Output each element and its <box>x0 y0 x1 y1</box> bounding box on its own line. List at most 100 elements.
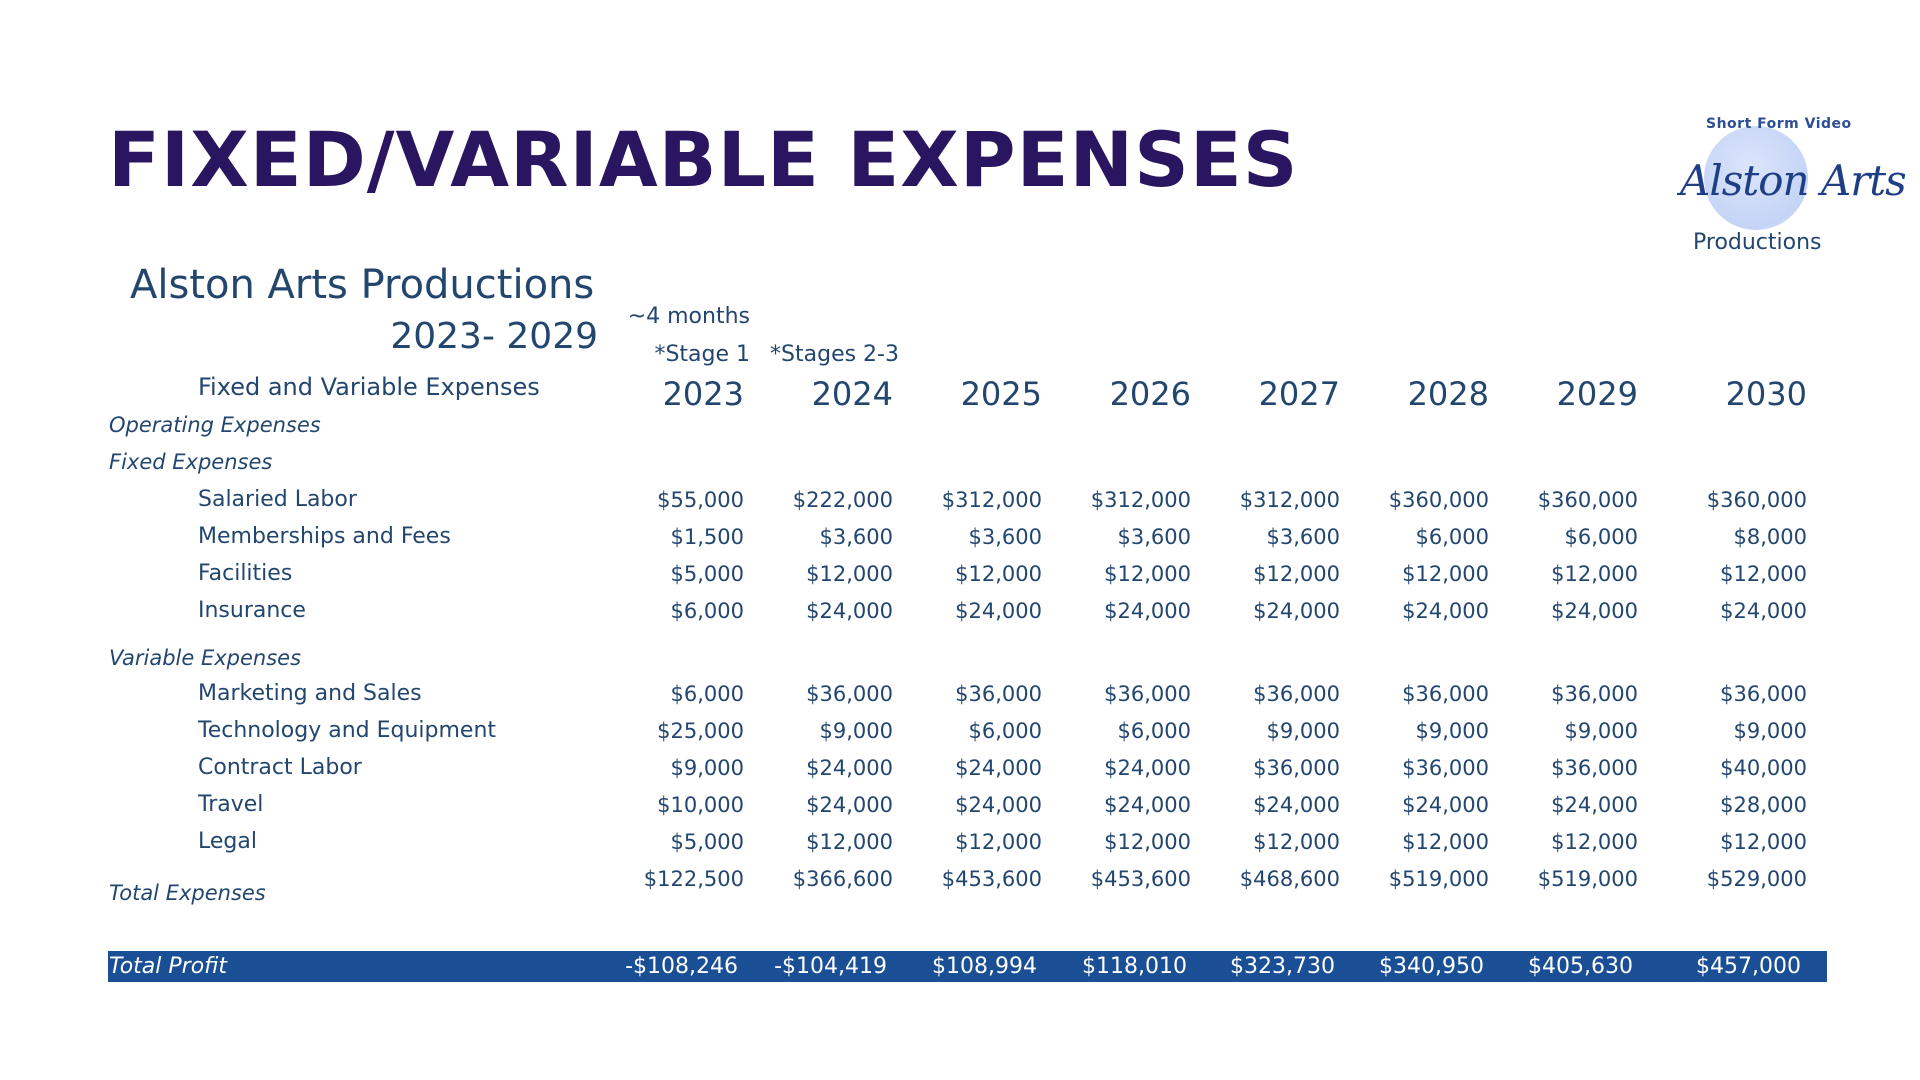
row-value: $24,000 <box>806 756 893 780</box>
total-profit-value: -$108,246 <box>625 954 738 979</box>
total-profit-value: $340,950 <box>1379 954 1484 979</box>
row-label: Technology and Equipment <box>198 718 497 743</box>
note-stage-1: *Stage 1 <box>654 342 750 367</box>
year-header-2028: 2028 <box>1407 375 1489 413</box>
total-expenses-value: $468,600 <box>1239 867 1340 891</box>
total-profit-value: $405,630 <box>1528 954 1633 979</box>
total-profit-bar <box>108 951 1827 982</box>
row-value: $312,000 <box>1090 488 1191 512</box>
row-value: $5,000 <box>670 562 744 586</box>
row-value: $12,000 <box>806 562 893 586</box>
note-months: ~4 months <box>627 304 750 329</box>
row-value: $12,000 <box>1104 830 1191 854</box>
section-fixed-expenses: Fixed Expenses <box>109 450 273 474</box>
row-label: Salaried Labor <box>198 487 357 512</box>
row-label: Memberships and Fees <box>198 524 451 549</box>
note-stages-2-3: *Stages 2-3 <box>770 342 899 367</box>
row-label: Facilities <box>198 561 293 586</box>
row-value: $6,000 <box>1564 525 1638 549</box>
year-header-2024: 2024 <box>811 375 893 413</box>
row-value: $36,000 <box>1253 682 1340 706</box>
row-value: $222,000 <box>792 488 893 512</box>
row-value: $6,000 <box>670 599 744 623</box>
row-value: $24,000 <box>806 599 893 623</box>
row-value: $36,000 <box>1402 682 1489 706</box>
row-value: $6,000 <box>1415 525 1489 549</box>
row-value: $28,000 <box>1720 793 1807 817</box>
row-value: $24,000 <box>806 793 893 817</box>
row-value: $36,000 <box>1104 682 1191 706</box>
row-value: $9,000 <box>1266 719 1340 743</box>
total-profit-value: $323,730 <box>1230 954 1335 979</box>
year-header-2029: 2029 <box>1556 375 1638 413</box>
year-header-2026: 2026 <box>1109 375 1191 413</box>
row-value: $36,000 <box>1253 756 1340 780</box>
row-value: $24,000 <box>1402 599 1489 623</box>
row-value: $12,000 <box>1402 830 1489 854</box>
row-value: $6,000 <box>1117 719 1191 743</box>
row-value: $24,000 <box>1253 793 1340 817</box>
row-value: $3,600 <box>819 525 893 549</box>
row-label: Contract Labor <box>198 755 362 780</box>
row-value: $36,000 <box>806 682 893 706</box>
page-title: FIXED/VARIABLE EXPENSES <box>108 115 1299 204</box>
row-value: $12,000 <box>1104 562 1191 586</box>
logo-productions-text: Productions <box>1693 230 1822 255</box>
row-value: $25,000 <box>657 719 744 743</box>
year-range: 2023- 2029 <box>390 316 598 357</box>
row-value: $3,600 <box>1117 525 1191 549</box>
row-value: $5,000 <box>670 830 744 854</box>
year-header-2030: 2030 <box>1725 375 1807 413</box>
row-value: $24,000 <box>955 599 1042 623</box>
row-value: $36,000 <box>1720 682 1807 706</box>
row-value: $10,000 <box>657 793 744 817</box>
row-value: $24,000 <box>1104 599 1191 623</box>
row-value: $24,000 <box>1551 599 1638 623</box>
row-value: $36,000 <box>1551 682 1638 706</box>
logo-script-text: Alston Arts <box>1680 156 1907 205</box>
row-value: $9,000 <box>1564 719 1638 743</box>
row-value: $36,000 <box>955 682 1042 706</box>
logo-top-text: Short Form Video <box>1706 116 1852 132</box>
row-value: $12,000 <box>1551 562 1638 586</box>
total-expenses-value: $519,000 <box>1537 867 1638 891</box>
row-value: $12,000 <box>1720 562 1807 586</box>
year-header-2025: 2025 <box>960 375 1042 413</box>
row-value: $36,000 <box>1402 756 1489 780</box>
row-value: $12,000 <box>806 830 893 854</box>
row-value: $9,000 <box>670 756 744 780</box>
logo-circle <box>1704 126 1808 230</box>
row-value: $24,000 <box>1402 793 1489 817</box>
row-value: $1,500 <box>670 525 744 549</box>
total-expenses-value: $453,600 <box>941 867 1042 891</box>
row-label: Travel <box>198 792 264 817</box>
row-value: $55,000 <box>657 488 744 512</box>
row-value: $9,000 <box>1415 719 1489 743</box>
total-expenses-value: $529,000 <box>1706 867 1807 891</box>
row-value: $24,000 <box>1253 599 1340 623</box>
total-expenses-value: $366,600 <box>792 867 893 891</box>
row-value: $12,000 <box>1402 562 1489 586</box>
row-label: Legal <box>198 829 257 854</box>
total-profit-value: -$104,419 <box>774 954 887 979</box>
row-value: $24,000 <box>955 756 1042 780</box>
row-value: $3,600 <box>1266 525 1340 549</box>
total-profit-label: Total Profit <box>109 954 228 979</box>
row-value: $24,000 <box>1104 793 1191 817</box>
section-operating-expenses: Operating Expenses <box>109 413 321 437</box>
row-value: $312,000 <box>941 488 1042 512</box>
total-expenses-value: $122,500 <box>643 867 744 891</box>
total-profit-value: $457,000 <box>1696 954 1801 979</box>
row-value: $360,000 <box>1706 488 1807 512</box>
row-value: $8,000 <box>1733 525 1807 549</box>
total-profit-value: $118,010 <box>1082 954 1187 979</box>
table-subtitle: Fixed and Variable Expenses <box>198 373 540 401</box>
row-value: $9,000 <box>819 719 893 743</box>
row-value: $24,000 <box>1551 793 1638 817</box>
row-value: $3,600 <box>968 525 1042 549</box>
row-value: $12,000 <box>1720 830 1807 854</box>
row-value: $24,000 <box>1720 599 1807 623</box>
row-value: $36,000 <box>1551 756 1638 780</box>
row-value: $12,000 <box>1551 830 1638 854</box>
total-expenses-value: $453,600 <box>1090 867 1191 891</box>
